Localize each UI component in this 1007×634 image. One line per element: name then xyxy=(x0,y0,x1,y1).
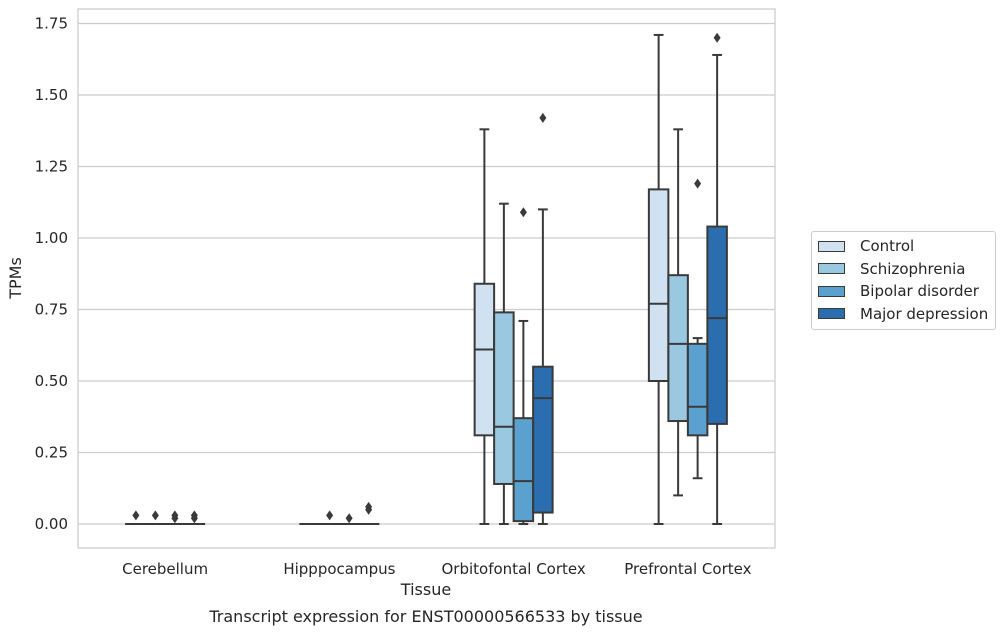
box-body xyxy=(493,311,515,485)
legend-label: Control xyxy=(860,237,915,256)
x-tick-label: Hipppocampus xyxy=(283,560,395,578)
outlier-point xyxy=(326,510,334,521)
box-control xyxy=(647,33,670,525)
box-body xyxy=(706,225,728,425)
legend-item: Bipolar disorder xyxy=(812,280,995,303)
chart-footer-title: Transcript expression for ENST0000056653… xyxy=(208,607,642,626)
legend-swatch xyxy=(818,263,845,275)
box-schizophrenia xyxy=(667,128,689,497)
y-tick-label: 1.00 xyxy=(35,229,68,247)
box-control xyxy=(125,510,147,526)
box-schizophrenia xyxy=(318,510,341,526)
y-tick-label: 0.75 xyxy=(35,301,68,319)
y-tick-labels: 0.00 0.25 0.50 0.75 1.00 1.25 1.50 1.75 xyxy=(35,15,68,534)
box-body xyxy=(473,282,496,437)
legend-swatch xyxy=(818,308,845,320)
x-tick-label: Orbitofontal Cortex xyxy=(442,560,586,578)
box-major-depression xyxy=(706,32,728,525)
y-tick-label: 0.50 xyxy=(35,372,68,390)
outlier-point xyxy=(365,501,373,512)
box-bipolar-disorder xyxy=(164,510,186,526)
y-tick-label: 1.50 xyxy=(35,86,68,104)
x-tick-label: Prefrontal Cortex xyxy=(624,560,751,578)
legend-item: Control xyxy=(812,235,995,258)
y-tick-label: 0.25 xyxy=(35,444,68,462)
legend-item: Schizophrenia xyxy=(812,258,995,281)
outlier-point xyxy=(190,510,198,521)
legend: Control Schizophrenia Bipolar disorder Majo… xyxy=(811,231,996,330)
box-body xyxy=(532,365,554,514)
legend-label: Schizophrenia xyxy=(860,259,966,278)
box-groups xyxy=(125,32,728,526)
outlier-point xyxy=(171,510,179,521)
outlier-point xyxy=(539,112,547,123)
y-tick-label: 0.00 xyxy=(35,515,68,533)
box-schizophrenia xyxy=(144,510,167,526)
x-tick-label: Cerebellum xyxy=(122,560,208,578)
box-major-depression xyxy=(532,112,554,525)
box-body xyxy=(512,417,535,523)
box-major-depression xyxy=(357,501,380,526)
y-axis-label: TPMs xyxy=(6,257,25,300)
legend-label: Major depression xyxy=(860,304,989,323)
box-control xyxy=(473,128,496,525)
outlier-point xyxy=(345,513,353,524)
outlier-point xyxy=(132,510,140,521)
x-tick-labels: Cerebellum Hipppocampus Orbitofontal Corte… xyxy=(122,560,751,578)
y-tick-label: 1.75 xyxy=(35,15,68,33)
legend-swatch xyxy=(818,240,845,252)
outlier-point xyxy=(519,207,527,218)
box-body xyxy=(647,188,670,382)
legend-label: Bipolar disorder xyxy=(860,282,979,301)
box-bipolar-disorder xyxy=(338,513,360,526)
x-axis-label: Tissue xyxy=(400,580,451,599)
box-bipolar-disorder xyxy=(512,207,535,525)
box-major-depression xyxy=(183,510,206,526)
box-body xyxy=(667,274,689,423)
outlier-point xyxy=(713,32,721,43)
legend-swatch xyxy=(818,285,845,297)
y-tick-label: 1.25 xyxy=(35,158,68,176)
box-schizophrenia xyxy=(493,202,515,525)
box-bipolar-disorder xyxy=(686,178,709,480)
gridlines xyxy=(78,22,775,525)
outlier-point xyxy=(694,178,702,189)
outlier-point xyxy=(151,510,159,521)
box-body xyxy=(686,342,709,437)
plot-frame xyxy=(77,8,776,549)
legend-item: Major depression xyxy=(812,303,995,326)
